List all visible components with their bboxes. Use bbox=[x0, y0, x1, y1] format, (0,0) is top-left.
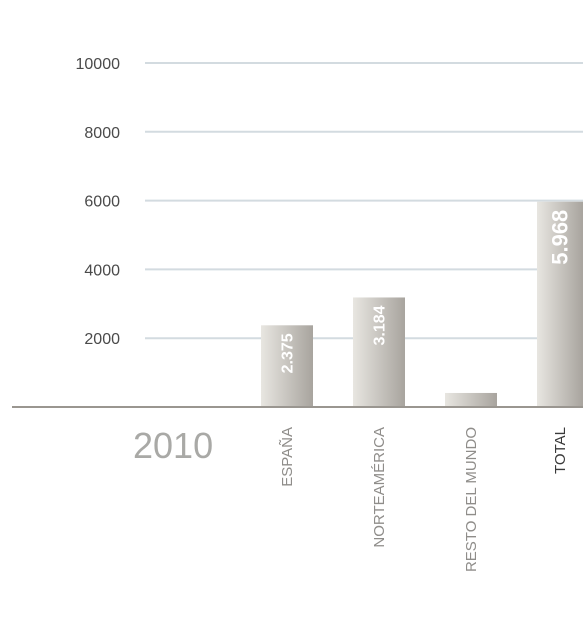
y-tick-label: 2000 bbox=[84, 331, 120, 348]
bar bbox=[537, 201, 583, 407]
bars: 2.375 3.184 408 5.968 bbox=[261, 201, 583, 407]
y-axis-tick-labels: 10000 8000 6000 4000 2000 bbox=[76, 56, 121, 348]
y-tick-label: 6000 bbox=[84, 194, 120, 211]
bar-value-label: 3.184 bbox=[372, 305, 389, 345]
category-label: RESTO DEL MUNDO bbox=[463, 427, 480, 572]
bar-value-label: 2.375 bbox=[280, 333, 297, 373]
bar bbox=[445, 392, 497, 407]
category-label: NORTEAMÉRICA bbox=[371, 427, 388, 548]
category-label: ESPAÑA bbox=[279, 427, 296, 487]
bar-value-label: 5.968 bbox=[548, 210, 573, 265]
category-labels: ESPAÑA NORTEAMÉRICA RESTO DEL MUNDO TOTAL bbox=[279, 427, 569, 572]
year-label: 2010 bbox=[133, 425, 213, 466]
bar bbox=[261, 325, 313, 407]
y-tick-label: 8000 bbox=[84, 125, 120, 142]
bar-value-label: 408 bbox=[464, 358, 481, 385]
category-label: TOTAL bbox=[552, 427, 569, 474]
y-tick-label: 10000 bbox=[76, 56, 121, 73]
gridlines bbox=[145, 62, 583, 340]
bar bbox=[353, 297, 405, 407]
y-tick-label: 4000 bbox=[84, 262, 120, 279]
